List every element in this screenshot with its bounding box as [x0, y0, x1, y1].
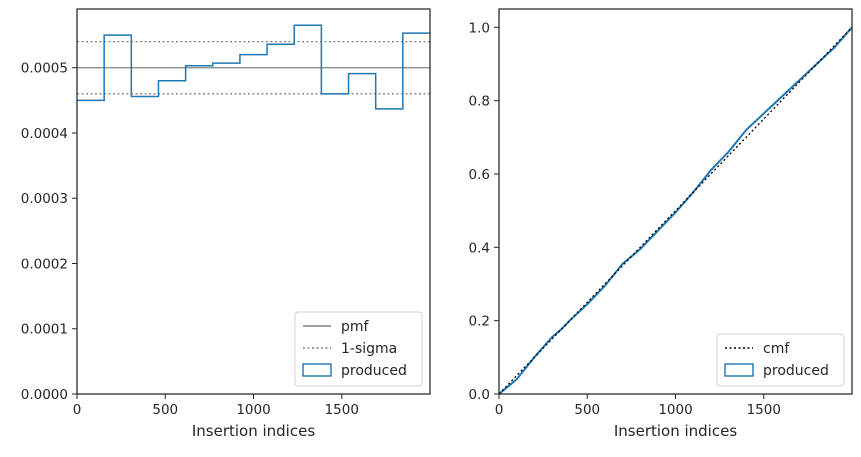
left-legend-label-sigma: 1-sigma: [341, 341, 397, 357]
right-1-x-tick-label: 1500: [747, 402, 781, 418]
left-legend: [294, 311, 423, 387]
right-1-y-tick-label: 0.4: [469, 240, 490, 256]
left-0-x-tick-label: 1500: [325, 402, 359, 418]
left-0-y-tick-label: 0.0003: [21, 191, 68, 207]
right-legend: [716, 333, 845, 387]
right-1-y-tick-label: 0.8: [469, 94, 490, 110]
left-legend-label-produced: produced: [341, 363, 407, 379]
left-0-x-tick-label: 0: [73, 402, 82, 418]
left-legend-label-pmf: pmf: [341, 319, 370, 335]
right-chart-cmf: 0 500 1000 1500 0.0 0.2 0.4 0.6 0.8 1.0 Insertion …: [469, 8, 853, 440]
right-1-y-tick-label: 0.0: [469, 387, 490, 403]
left-legend-swatch-produced: [302, 363, 332, 377]
left-0-x-axis-label: Insertion indices: [192, 422, 315, 440]
right-1-x-tick-label: 0: [495, 402, 504, 418]
right-1-y-tick-label: 0.6: [469, 167, 490, 183]
left-0-y-tick-label: 0.0000: [21, 387, 68, 403]
left-0-y-tick-label: 0.0001: [21, 322, 68, 338]
right-1-y-tick-label: 0.2: [469, 314, 490, 330]
left-0-y-tick-label: 0.0002: [21, 256, 68, 272]
produced-cdf-line: [498, 26, 853, 395]
cmf-line: [498, 26, 853, 395]
right-1-y-tick-label: 1.0: [469, 20, 490, 36]
left-0-y-tick-label: 0.0004: [21, 126, 68, 142]
right-1-x-tick-label: 1000: [658, 402, 692, 418]
right-legend-label-produced: produced: [763, 363, 829, 379]
right-1-x-axis-label: Insertion indices: [614, 422, 737, 440]
left-chart-pmf: 0 500 1000 1500 0.0000 0.0001 0.0002 0.0003 0.00…: [21, 8, 431, 440]
right-axes-frame: [498, 8, 853, 395]
left-0-x-tick-label: 500: [152, 402, 178, 418]
produced-step-histogram: [77, 24, 430, 110]
left-0-y-tick-label: 0.0005: [21, 61, 68, 77]
left-0-x-tick-label: 1000: [236, 402, 270, 418]
left-axes-frame: [76, 8, 431, 395]
right-legend-swatch-produced: [724, 363, 754, 377]
right-legend-label-cmf: cmf: [763, 341, 790, 357]
right-1-x-tick-label: 500: [574, 402, 600, 418]
